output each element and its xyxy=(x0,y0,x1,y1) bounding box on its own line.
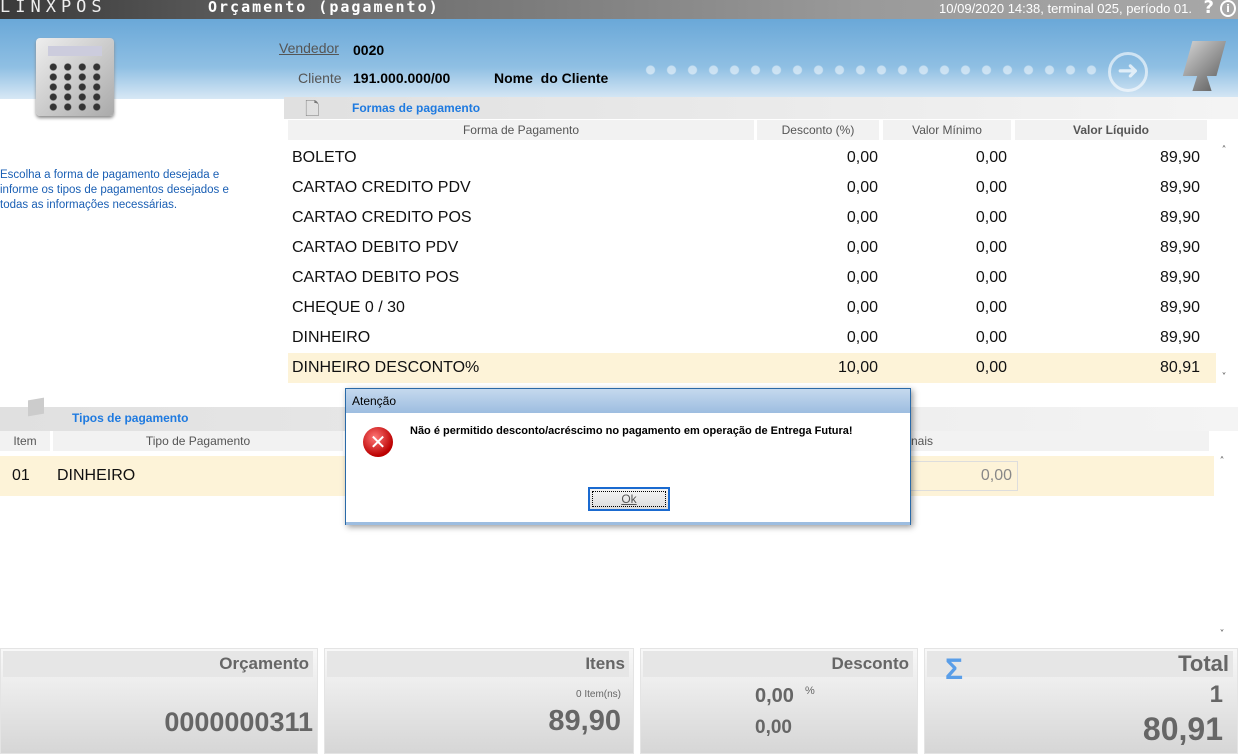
tipo-name: DINHEIRO xyxy=(57,467,136,484)
help-icon[interactable]: ? xyxy=(1203,0,1214,18)
minimo-value: 0,00 xyxy=(975,269,1007,286)
forma-name: CARTAO DEBITO POS xyxy=(292,269,460,286)
info-icon[interactable]: i xyxy=(1220,0,1236,17)
liquido-value: 89,90 xyxy=(1159,239,1200,256)
forma-name: BOLETO xyxy=(292,149,357,166)
formas-scrollbar[interactable]: ˄ ˅ xyxy=(1216,143,1232,385)
desconto-value: 0,00 xyxy=(846,299,878,316)
table-row[interactable]: CARTAO CREDITO PDV 0,00 0,00 89,90 xyxy=(288,173,1216,203)
total-label: Total xyxy=(927,651,1233,677)
title-bar: LINXPOS Orçamento (pagamento) 10/09/2020… xyxy=(0,0,1238,19)
desconto-value: 0,00 xyxy=(846,179,878,196)
itens-count: 0 Item(ns) xyxy=(575,689,621,700)
vendedor-value[interactable]: 0020 xyxy=(353,42,385,58)
col-liquido[interactable]: Valor Líquido xyxy=(1015,120,1207,140)
forma-name: DINHEIRO xyxy=(292,329,371,346)
vendedor-label: Vendedor xyxy=(279,40,339,56)
app-logo: LINXPOS xyxy=(0,0,107,17)
tipos-title: Tipos de pagamento xyxy=(72,411,189,425)
desconto-value: 0,00 xyxy=(846,239,878,256)
minimo-value: 0,00 xyxy=(975,149,1007,166)
orcamento-label: Orçamento xyxy=(3,651,313,677)
dialog-message: Não é permitido desconto/acréscimo no pa… xyxy=(410,425,853,437)
orcamento-panel: Orçamento 0000000311 xyxy=(0,648,318,754)
liquido-value: 89,90 xyxy=(1159,329,1200,346)
valor-input[interactable]: 0,00 xyxy=(905,461,1018,491)
table-row[interactable]: CARTAO DEBITO PDV 0,00 0,00 89,90 xyxy=(288,233,1216,263)
cliente-label: Cliente xyxy=(298,70,342,86)
desconto-label: Desconto xyxy=(643,651,913,677)
table-row[interactable]: CHEQUE 0 / 30 0,00 0,00 89,90 xyxy=(288,293,1216,323)
sigma-icon: Σ xyxy=(945,653,964,686)
ok-button[interactable]: Ok xyxy=(588,487,670,511)
liquido-value: 89,90 xyxy=(1159,149,1200,166)
desconto-value: 0,00 xyxy=(846,149,878,166)
forma-name: CARTAO CREDITO PDV xyxy=(292,179,471,196)
item-number: 01 xyxy=(12,467,30,484)
percent-sign: % xyxy=(805,685,815,697)
liquido-value: 89,90 xyxy=(1159,269,1200,286)
cliente-nome: Nome do Cliente xyxy=(494,70,609,86)
table-row[interactable]: CARTAO DEBITO POS 0,00 0,00 89,90 xyxy=(288,263,1216,293)
forma-name: CARTAO DEBITO PDV xyxy=(292,239,459,256)
desconto-value: 0,00 xyxy=(846,269,878,286)
itens-panel: Itens 0 Item(ns) 89,90 xyxy=(324,648,634,754)
liquido-value: 89,90 xyxy=(1159,209,1200,226)
itens-label: Itens xyxy=(327,651,629,677)
col-forma[interactable]: Forma de Pagamento xyxy=(288,120,754,140)
dialog-title[interactable]: Atenção xyxy=(346,389,910,413)
session-status: 10/09/2020 14:38, terminal 025, período … xyxy=(939,1,1192,16)
liquido-value: 80,91 xyxy=(1159,359,1200,376)
total-count: 1 xyxy=(1209,681,1223,708)
alert-dialog: Atenção ✕ Não é permitido desconto/acrés… xyxy=(345,388,911,525)
minimo-value: 0,00 xyxy=(975,179,1007,196)
forma-name: CHEQUE 0 / 30 xyxy=(292,299,405,316)
tipos-scrollbar[interactable]: ˄ ˅ xyxy=(1214,456,1230,642)
desconto-value: 0,00 xyxy=(755,717,792,738)
header-banner: ➜ xyxy=(0,19,1238,99)
document-icon: 🗋 xyxy=(305,99,320,120)
orcamento-number: 0000000311 xyxy=(164,707,313,737)
minimo-value: 0,00 xyxy=(975,209,1007,226)
col-desconto[interactable]: Desconto (%) xyxy=(757,120,879,140)
error-icon: ✕ xyxy=(363,427,393,457)
calculator-icon xyxy=(36,38,114,116)
formas-section-header xyxy=(284,97,1238,119)
liquido-value: 89,90 xyxy=(1159,179,1200,196)
window-title: Orçamento (pagamento) xyxy=(208,0,440,16)
card-icon xyxy=(28,397,44,417)
minimo-value: 0,00 xyxy=(975,359,1007,376)
col-tipo[interactable]: Tipo de Pagamento xyxy=(53,431,343,451)
col-minimo[interactable]: Valor Mínimo xyxy=(883,120,1011,140)
desconto-panel: Desconto 0,00 % 0,00 xyxy=(640,648,918,754)
monitor-icon xyxy=(1182,41,1226,91)
cliente-value[interactable]: 191.000.000/00 xyxy=(353,70,451,86)
formas-title: Formas de pagamento xyxy=(352,101,481,115)
arrow-right-icon: ➜ xyxy=(1108,52,1148,92)
total-panel: Total Σ 1 80,91 xyxy=(924,648,1238,754)
table-row[interactable]: DINHEIRO 0,00 0,00 89,90 xyxy=(288,323,1216,353)
col-adicionais[interactable]: nais xyxy=(911,431,1209,451)
col-item[interactable]: Item xyxy=(0,431,50,451)
desconto-value: 0,00 xyxy=(846,329,878,346)
minimo-value: 0,00 xyxy=(975,299,1007,316)
forma-name: DINHEIRO DESCONTO% xyxy=(292,359,480,376)
instruction-text: Escolha a forma de pagamento desejada e … xyxy=(0,169,229,211)
progress-dots xyxy=(640,65,1100,75)
table-row[interactable]: CARTAO CREDITO POS 0,00 0,00 89,90 xyxy=(288,203,1216,233)
total-value: 80,91 xyxy=(1142,711,1223,747)
table-row[interactable]: DINHEIRO DESCONTO% 10,00 0,00 80,91 xyxy=(288,353,1216,383)
forma-name: CARTAO CREDITO POS xyxy=(292,209,472,226)
itens-value: 89,90 xyxy=(548,705,621,737)
liquido-value: 89,90 xyxy=(1159,299,1200,316)
desconto-value: 10,00 xyxy=(837,359,878,376)
table-row[interactable]: BOLETO 0,00 0,00 89,90 xyxy=(288,143,1216,173)
minimo-value: 0,00 xyxy=(975,239,1007,256)
desconto-value: 0,00 xyxy=(846,209,878,226)
minimo-value: 0,00 xyxy=(975,329,1007,346)
desconto-percent: 0,00 xyxy=(755,685,794,707)
